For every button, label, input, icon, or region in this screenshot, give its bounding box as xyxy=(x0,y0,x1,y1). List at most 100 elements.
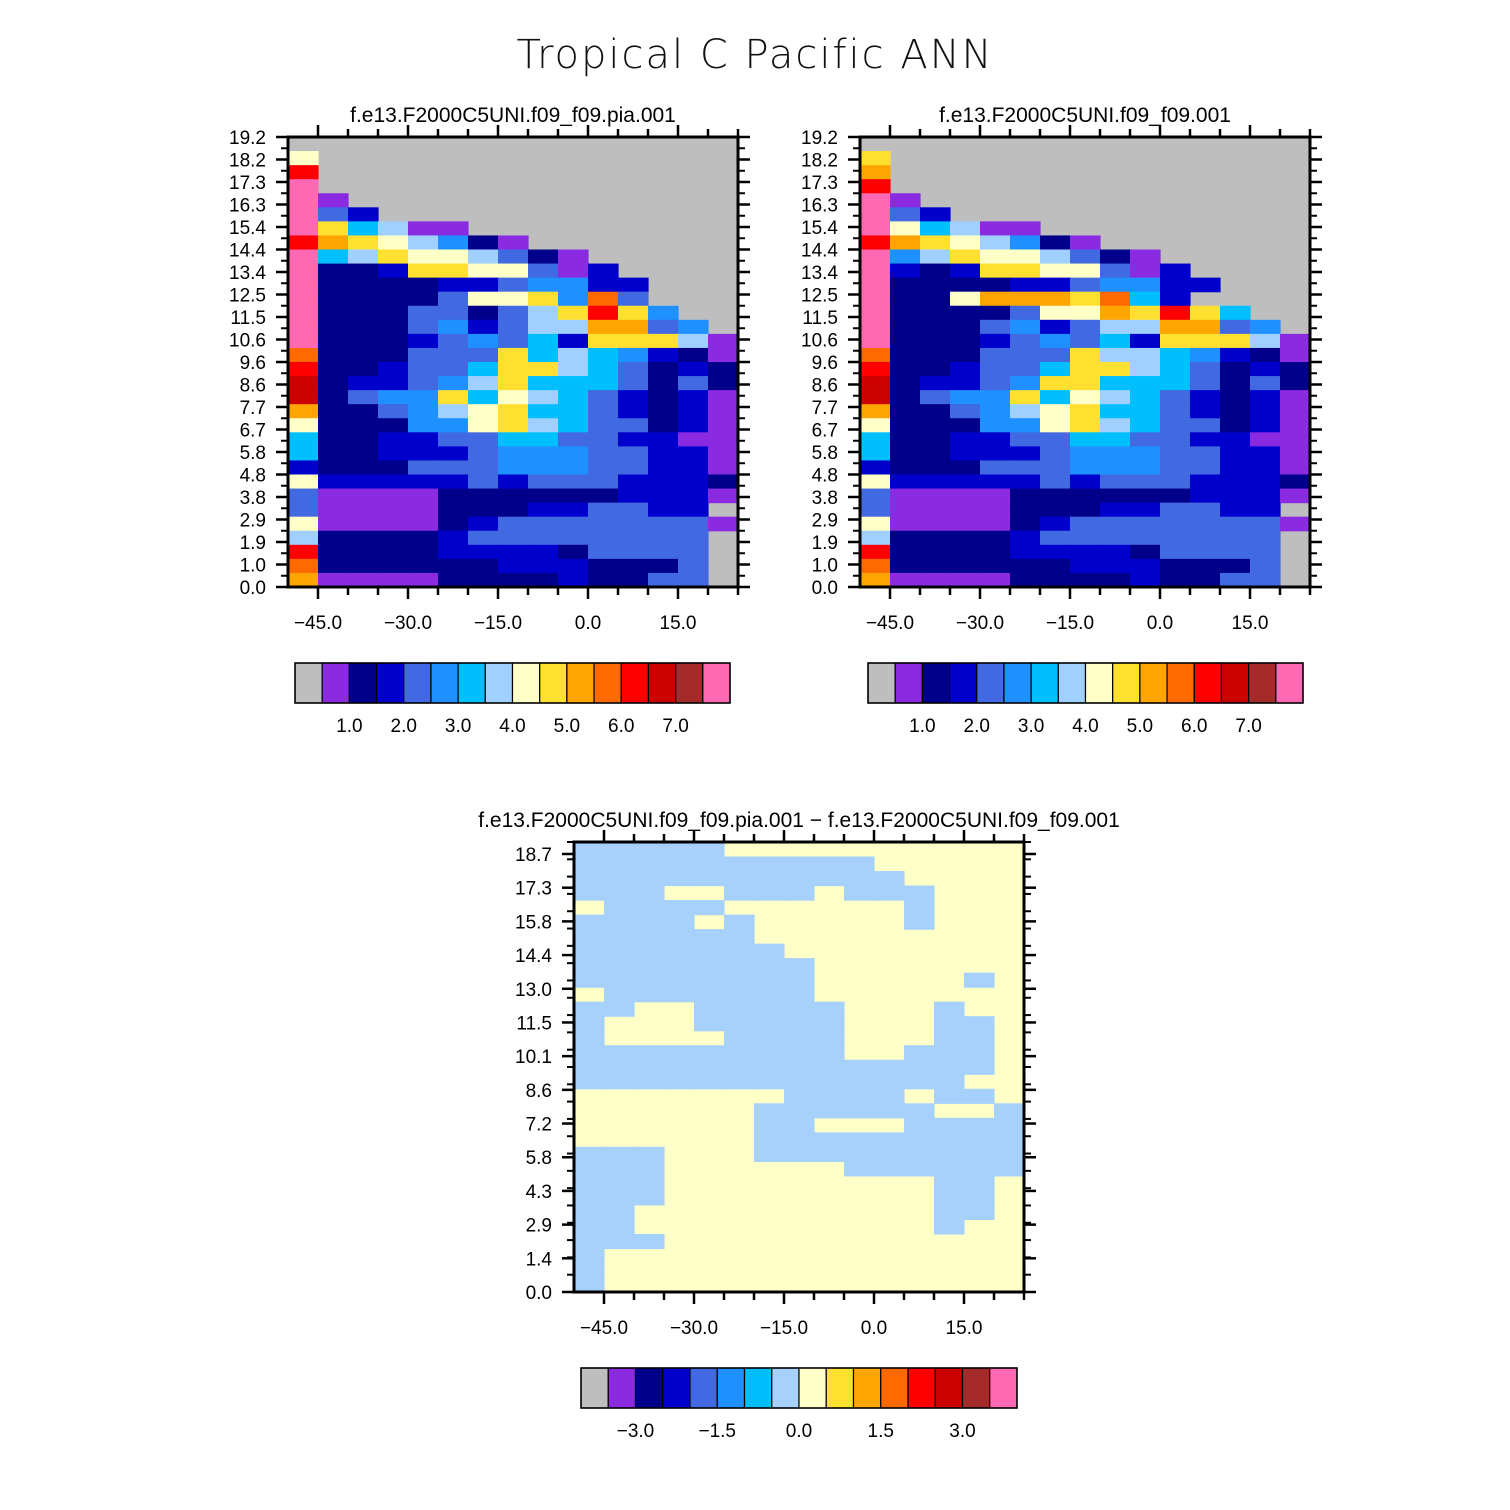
heatmap-cell xyxy=(1250,460,1281,476)
heatmap-cell xyxy=(980,418,1011,433)
heatmap-cell xyxy=(574,1059,605,1075)
colorbar-box xyxy=(934,1367,964,1409)
heatmap-cell xyxy=(468,319,499,335)
heatmap-cell xyxy=(558,333,589,349)
colorbar-box xyxy=(403,662,432,704)
heatmap-cell xyxy=(348,333,379,349)
heatmap-cell xyxy=(318,404,349,419)
heatmap-cell xyxy=(1130,319,1161,335)
heatmap-cell xyxy=(1070,404,1101,419)
heatmap-cell xyxy=(1130,263,1161,279)
heatmap-cell xyxy=(528,249,559,265)
heatmap-cell xyxy=(860,305,891,321)
heatmap-cell xyxy=(784,1001,815,1017)
x-tick-label: 15.0 xyxy=(946,1318,983,1339)
heatmap-cell xyxy=(574,1233,605,1250)
heatmap-cell xyxy=(980,291,1011,307)
heatmap-cell xyxy=(574,1045,605,1061)
heatmap-cell xyxy=(618,319,649,335)
x-tick-label: −30.0 xyxy=(956,613,1004,634)
heatmap-cell xyxy=(648,333,679,349)
heatmap-cell xyxy=(1160,432,1191,447)
heatmap-cell xyxy=(1250,502,1281,518)
heatmap-cell xyxy=(348,277,379,293)
heatmap-cell xyxy=(288,572,319,588)
heatmap-cell xyxy=(648,530,679,546)
heatmap-cell xyxy=(604,1233,635,1250)
heatmap-cell xyxy=(588,347,619,363)
heatmap-cell xyxy=(904,1132,935,1148)
heatmap-cell xyxy=(784,987,815,1003)
y-tick-label: 13.4 xyxy=(229,263,266,284)
heatmap-cell xyxy=(1250,404,1281,419)
heatmap-cell xyxy=(1280,460,1311,476)
heatmap-cell xyxy=(950,516,981,532)
heatmap-cell xyxy=(1040,474,1071,490)
heatmap-cell xyxy=(1100,558,1131,574)
heatmap-cell xyxy=(980,530,1011,546)
heatmap-cell xyxy=(558,544,589,560)
heatmap-cell xyxy=(648,347,679,363)
heatmap-cell xyxy=(634,958,665,974)
heatmap-cell xyxy=(288,390,319,405)
heatmap-cell xyxy=(814,871,845,887)
heatmap-cell xyxy=(860,418,891,433)
heatmap-cell xyxy=(664,914,695,930)
heatmap-cell xyxy=(678,390,709,405)
heatmap-cell xyxy=(558,558,589,574)
heatmap-cell xyxy=(618,291,649,307)
heatmap-cell xyxy=(618,544,649,560)
heatmap-cell xyxy=(980,474,1011,490)
y-tick-label: 14.4 xyxy=(229,241,266,262)
heatmap-cell xyxy=(950,221,981,237)
heatmap-cell xyxy=(678,376,709,391)
heatmap-cell xyxy=(860,347,891,363)
heatmap-cell xyxy=(1220,572,1251,588)
heatmap-cell xyxy=(950,390,981,405)
colorbar-label: 6.0 xyxy=(608,716,634,737)
heatmap-cell xyxy=(438,432,469,447)
heatmap-cell xyxy=(1070,446,1101,462)
heatmap-cell xyxy=(1040,249,1071,265)
colorbar-box xyxy=(948,662,978,704)
heatmap-cell xyxy=(1160,558,1191,574)
heatmap-cell xyxy=(1040,502,1071,518)
colorbar-box xyxy=(921,662,951,704)
heatmap-cell xyxy=(318,207,349,222)
heatmap-cell xyxy=(1100,305,1131,321)
heatmap-cell xyxy=(1280,404,1311,419)
colorbar-box xyxy=(771,1367,800,1409)
heatmap-cell xyxy=(648,488,679,504)
heatmap-cell xyxy=(814,1016,845,1032)
heatmap-cell xyxy=(1250,544,1281,560)
heatmap-cell xyxy=(498,404,529,419)
y-tick-label: 7.7 xyxy=(812,398,838,419)
heatmap-cell xyxy=(1010,221,1041,237)
heatmap-cell xyxy=(604,885,635,901)
heatmap-cell xyxy=(438,474,469,490)
heatmap-cell xyxy=(378,249,409,265)
colorbar-box xyxy=(321,662,350,704)
heatmap-cell xyxy=(784,1045,815,1061)
heatmap-cell xyxy=(348,263,379,279)
heatmap-cell xyxy=(468,249,499,265)
heatmap-cell xyxy=(1160,305,1191,321)
heatmap-cell xyxy=(588,488,619,504)
heatmap-cell xyxy=(318,502,349,518)
heatmap-cell xyxy=(950,418,981,433)
heatmap-cell xyxy=(980,235,1011,251)
heatmap-cell xyxy=(724,1045,755,1061)
heatmap-cell xyxy=(1100,291,1131,307)
heatmap-cell xyxy=(814,1146,845,1162)
heatmap-cell xyxy=(574,1277,605,1293)
heatmap-cell xyxy=(288,277,319,293)
heatmap-cell xyxy=(814,1001,845,1017)
heatmap-cell xyxy=(1040,572,1071,588)
heatmap-cell xyxy=(1130,516,1161,532)
heatmap-cell xyxy=(468,572,499,588)
heatmap-cell xyxy=(378,460,409,476)
heatmap-cell xyxy=(634,1146,665,1162)
heatmap-cell xyxy=(498,362,529,377)
heatmap-cell xyxy=(890,207,921,222)
heatmap-cell xyxy=(860,390,891,405)
